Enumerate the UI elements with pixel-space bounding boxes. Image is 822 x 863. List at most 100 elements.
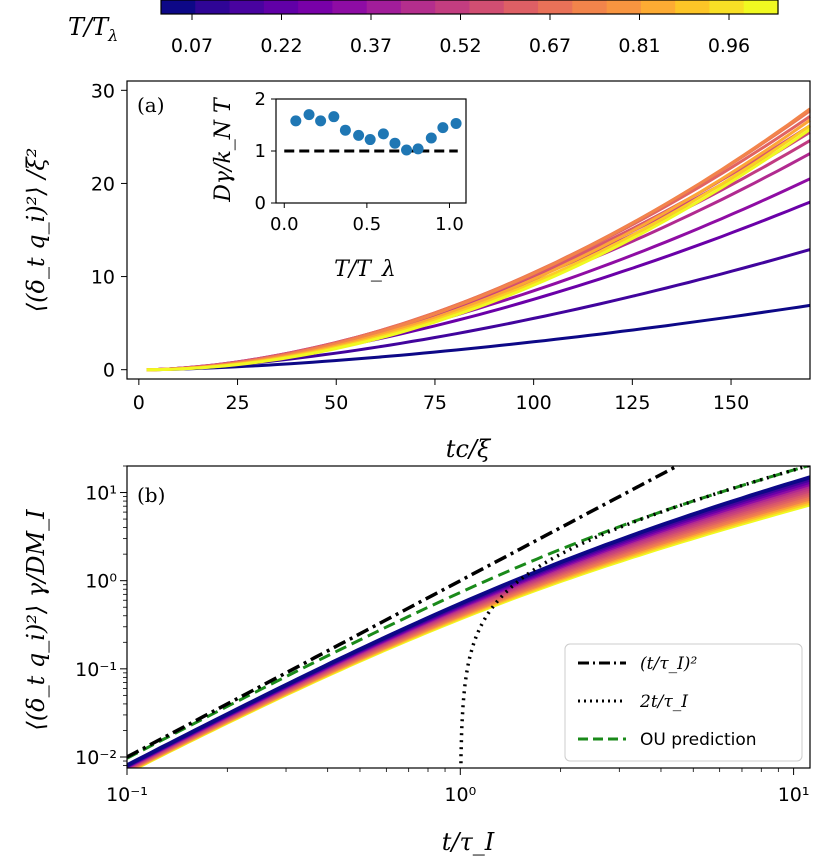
y-tick-label: 20 [91,173,115,195]
inset-point [290,115,302,127]
colorbar: T/Tλ 0.07 0.22 0.37 0.52 0.67 0.81 0.96 [68,0,779,57]
inset-point [450,117,462,129]
inset-point [315,115,327,127]
inset-point [401,144,413,156]
inset-y-tick-label: 1 [255,141,266,162]
colorbar-cell [435,0,471,14]
legend-box [564,643,803,762]
x-tick-label: 0 [133,392,145,414]
inset-point [353,129,365,141]
colorbar-cell [332,0,368,14]
panel-a-series [146,107,811,372]
y-tick-label: 30 [91,80,115,102]
inset-point [339,124,351,136]
tick-label: 10¹ [778,784,810,806]
inset-plot: 0.0 0.5 1.0 0 1 2 [255,89,464,235]
legend-entry-ou: OU prediction [640,730,757,750]
series-line [146,200,811,372]
inset-x-tick-label: 0.5 [353,214,382,235]
series-line [146,130,811,372]
colorbar-cell [675,0,711,14]
panel-b: 10⁻¹ 10⁰ 10¹ 10⁻² 10⁻¹ 10⁰ 10¹ (b) t/τ_I ⟨(δ_t… [22,465,811,856]
series-line [146,118,811,372]
panel-b-series [127,466,810,768]
legend-entry-linear: 2t/τ_I [639,692,688,712]
ou-prediction-line [127,466,810,760]
panel-b-xlabel: t/τ_I [442,828,495,856]
series-line [127,475,810,768]
series-line [146,303,811,372]
colorbar-tick-label: 0.67 [529,35,571,57]
inset-x-tick-label: 1.0 [435,214,464,235]
colorbar-ticks: 0.07 0.22 0.37 0.52 0.67 0.81 0.96 [171,14,750,57]
colorbar-gradient [161,0,779,14]
colorbar-cell [606,0,642,14]
colorbar-cell [469,0,505,14]
series-line [146,124,811,372]
x-tick-label: 25 [225,392,249,414]
tick-label: 10⁻² [75,747,117,769]
panel-b-ticks: 10⁻¹ 10⁰ 10¹ 10⁻² 10⁻¹ 10⁰ 10¹ [75,465,810,806]
panel-a-ylabel: ⟨(δ_t q_i)²⟩ /ξ² [22,148,50,312]
colorbar-frame [160,0,779,15]
inset-point [364,134,376,146]
inset-point [303,109,315,121]
colorbar-cell [503,0,539,14]
series-line [146,128,811,372]
colorbar-cell [743,0,779,14]
colorbar-tick-label: 0.96 [708,35,750,57]
colorbar-cell [161,0,196,14]
panel-b-ylabel: ⟨(δ_t q_i)²⟩ γ/DM_I [22,509,50,731]
panel-a-inset: 0.0 0.5 1.0 0 1 2 T/T_λ Dγ/k_N T [211,89,467,282]
inset-x-tick-label: 0.0 [270,214,299,235]
x-tick-label: 75 [423,392,447,414]
colorbar-cell [263,0,299,14]
inset-point [389,137,401,149]
x-tick-label: 50 [324,392,348,414]
legend-entry-quadratic: (t/τ_I)² [640,654,697,674]
series-line [146,115,811,372]
colorbar-cell [538,0,573,14]
colorbar-cell [298,0,333,14]
inset-y-tick-label: 0 [255,193,266,214]
colorbar-tick-label: 0.52 [439,35,481,57]
tick-label: 10⁻¹ [75,659,117,681]
inset-frame [275,98,467,204]
tick-label: 10⁻¹ [106,784,148,806]
x-tick-label: 100 [516,392,552,414]
colorbar-tick-label: 0.81 [618,35,660,57]
colorbar-tick-label: 0.37 [350,35,392,57]
colorbar-cell [572,0,608,14]
inset-point [412,143,424,155]
colorbar-cell [229,0,265,14]
colorbar-label: T/Tλ [68,13,118,45]
colorbar-cell [640,0,676,14]
inset-ylabel: Dγ/k_N T [211,96,236,203]
colorbar-tick-label: 0.22 [260,35,302,57]
panel-b-label: (b) [137,483,165,507]
panel-b-legend: (t/τ_I)² 2t/τ_I OU prediction [564,643,803,762]
inset-point [425,132,437,144]
colorbar-cell [195,0,231,14]
colorbar-cell [709,0,745,14]
colorbar-cell [400,0,436,14]
y-tick-label: 10 [91,267,115,289]
tick-label: 10⁰ [444,784,476,806]
panel-a-xlabel: tc/ξ [446,435,492,463]
series-line [146,177,811,372]
series-line [146,124,811,372]
x-tick-label: 125 [614,392,650,414]
tick-label: 10¹ [85,483,117,505]
inset-y-tick-label: 2 [255,89,266,110]
inset-point [377,128,389,140]
y-tick-label: 0 [103,360,115,382]
inset-point [328,111,340,123]
x-tick-label: 150 [713,392,749,414]
colorbar-cell [366,0,402,14]
linear-asymptote-line [459,466,810,768]
inset-xlabel: T/T_λ [334,257,396,282]
inset-point [437,122,449,134]
